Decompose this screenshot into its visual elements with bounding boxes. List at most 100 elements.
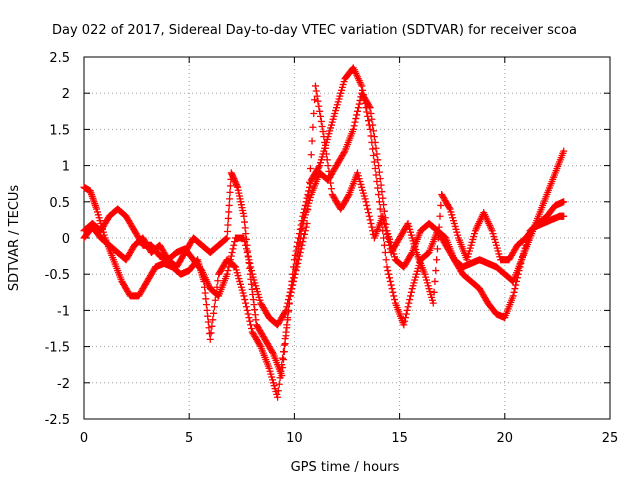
data-point [407,250,415,258]
data-point [297,221,305,229]
data-point [369,145,377,153]
data-point [290,277,298,285]
y-tick-label: -1.5 [45,341,70,356]
data-point [225,201,233,209]
data-point [280,348,288,356]
data-point [351,118,359,126]
data-point [327,179,335,187]
data-point [382,256,390,264]
data-point [369,121,377,129]
data-point [516,263,524,271]
y-tick-label: -2 [57,377,70,392]
data-point [375,198,383,206]
data-point [283,324,291,332]
data-point [380,220,388,228]
data-point [384,267,392,275]
data-point [297,245,305,253]
data-point [244,310,252,318]
data-point [406,296,414,304]
data-point [317,117,325,125]
y-tick-label: 1 [62,160,70,175]
data-point [304,206,312,214]
data-point [367,109,375,117]
data-point [279,364,287,372]
data-point [269,348,277,356]
data-point [223,234,231,242]
data-point [388,285,396,293]
data-point [387,281,395,289]
data-point [230,262,238,270]
data-point [363,201,371,209]
data-point [433,245,441,253]
data-point [221,235,229,243]
data-point [389,288,397,296]
data-point [210,309,218,317]
data-point [312,87,320,95]
data-point [379,212,387,220]
data-point [325,167,333,175]
data-point [386,274,394,282]
data-point [306,164,314,172]
data-point [517,259,525,267]
data-point [285,300,293,308]
data-point [296,248,304,256]
data-point [243,306,251,314]
data-point [366,125,374,133]
data-point [223,227,231,235]
data-point [310,109,318,117]
data-point [322,150,330,158]
data-point [434,234,442,242]
data-point [371,138,379,146]
data-point [437,201,445,209]
data-point [407,292,415,300]
data-point [229,245,237,253]
data-point [445,204,453,212]
data-point [206,335,214,343]
data-point [300,230,308,238]
data-point [367,220,375,228]
data-point [316,112,324,120]
data-point [314,97,322,105]
y-axis-label: SDTVAR / TECUs [7,185,22,292]
data-point [366,104,374,112]
data-point [510,288,518,296]
data-point [315,163,323,171]
data-point [300,234,308,242]
data-point [379,194,387,202]
data-point [368,115,376,123]
data-point [293,263,301,271]
data-point [509,292,517,300]
data-point [385,270,393,278]
data-point [366,216,374,224]
data-point [279,356,287,364]
data-point [362,198,370,206]
x-tick-label: 0 [80,431,88,446]
data-point [313,92,321,100]
data-point [311,82,319,90]
data-point [436,212,444,220]
data-point [403,306,411,314]
data-point [231,238,239,246]
data-point [370,133,378,141]
data-point [382,227,390,235]
data-point [274,393,282,401]
data-point [318,123,326,131]
x-tick-label: 25 [602,431,619,446]
data-point [405,299,413,307]
data-point [404,303,412,311]
data-point [513,277,521,285]
data-points [80,64,568,401]
data-point [390,292,398,300]
data-point [432,267,440,275]
data-point [364,209,372,217]
data-point [423,250,431,258]
data-point [210,303,218,311]
data-point [377,181,385,189]
data-point [356,96,364,104]
data-point [373,150,381,158]
data-point [290,274,298,282]
data-point [364,117,372,125]
data-point [364,205,372,213]
x-tick-label: 10 [286,431,303,446]
data-point [400,321,408,329]
